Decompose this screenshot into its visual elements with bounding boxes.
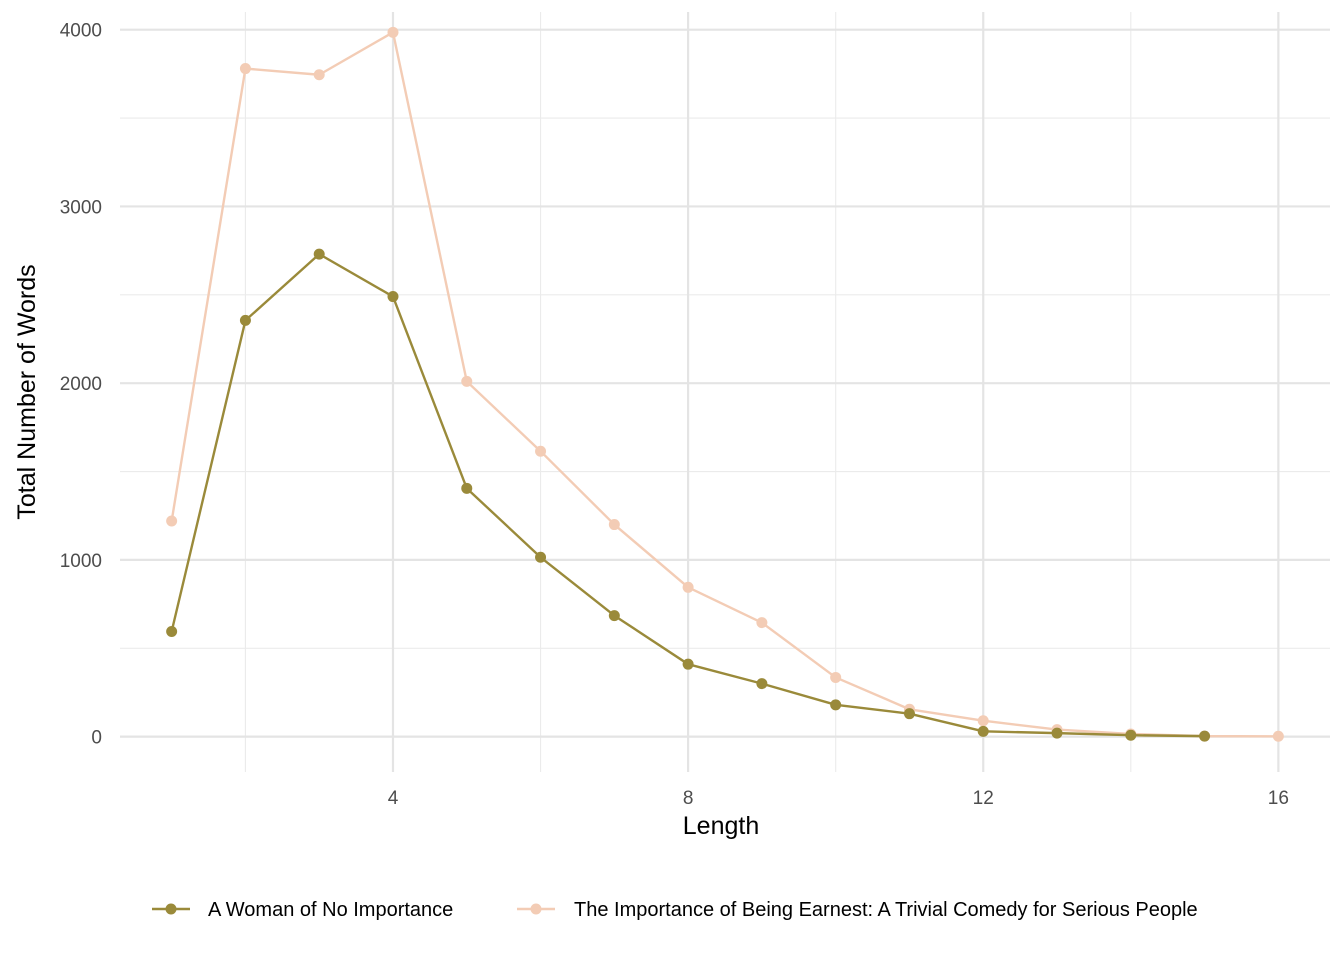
legend-label: The Importance of Being Earnest: A Trivi… [574, 899, 1198, 921]
data-point [313, 248, 325, 260]
y-tick-label: 1000 [60, 551, 102, 572]
data-point [682, 658, 694, 670]
data-point [682, 581, 694, 593]
x-axis-title: Length [683, 812, 759, 840]
legend-item: The Importance of Being Earnest: A Trivi… [517, 899, 1198, 921]
grid-major [120, 12, 1330, 772]
data-point [756, 617, 768, 629]
legend-key-point [165, 903, 177, 915]
data-point [461, 482, 473, 494]
y-tick-label: 2000 [60, 374, 102, 395]
data-point [166, 625, 178, 637]
legend-item: A Woman of No Importance [152, 899, 453, 921]
data-point [387, 291, 399, 303]
data-point [830, 699, 842, 711]
data-point [313, 69, 325, 81]
series-1 [166, 26, 1284, 742]
legend-key-point [530, 903, 542, 915]
legend: A Woman of No Importance The Importance o… [152, 899, 1198, 921]
x-tick-label: 12 [973, 788, 994, 809]
x-tick-label: 8 [683, 788, 694, 809]
data-point [239, 314, 251, 326]
data-point [461, 375, 473, 387]
legend-label: A Woman of No Importance [208, 899, 453, 921]
data-point [977, 715, 989, 727]
data-point [1051, 727, 1063, 739]
x-tick-label: 16 [1268, 788, 1289, 809]
data-point [535, 445, 547, 457]
data-point [608, 610, 620, 622]
series-0 [166, 248, 1211, 742]
y-tick-label: 4000 [60, 21, 102, 42]
series-line [170, 31, 1279, 738]
grid-minor [120, 12, 1330, 772]
series-layer [166, 26, 1284, 742]
data-point [977, 725, 989, 737]
y-axis-title: Total Number of Words [13, 264, 41, 519]
data-point [830, 671, 842, 683]
data-point [1125, 729, 1137, 741]
y-axis-ticks: 0 1000 2000 3000 4000 [60, 21, 102, 749]
data-point [387, 26, 399, 38]
data-point [239, 63, 251, 75]
x-tick-label: 4 [388, 788, 399, 809]
data-point [608, 519, 620, 531]
y-tick-label: 0 [91, 728, 102, 749]
data-point [756, 678, 768, 690]
y-tick-label: 3000 [60, 197, 102, 218]
data-point [903, 708, 915, 720]
data-point [166, 515, 178, 527]
x-axis-ticks: 4 8 12 16 [388, 788, 1289, 809]
data-point [1199, 730, 1211, 742]
data-point [535, 551, 547, 563]
data-point [1272, 730, 1284, 742]
